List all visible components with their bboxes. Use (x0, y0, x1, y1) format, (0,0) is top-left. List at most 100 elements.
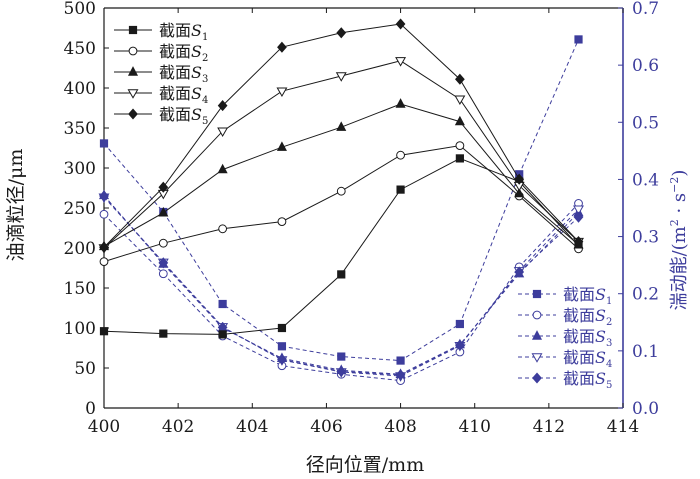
y-axis-right-title-mid: · s (669, 193, 690, 219)
kinetic-energy-legend-label-sub: 2 (606, 317, 612, 328)
kinetic-energy-point-s5 (158, 257, 169, 269)
droplet-size-line-s1 (103, 157, 579, 335)
kinetic-energy-legend-label-sub: 5 (606, 380, 612, 391)
droplet-size-point-s2 (277, 217, 287, 227)
droplet-size-point-s5 (573, 236, 584, 248)
droplet-size-legend-label-sub: 5 (202, 116, 208, 127)
droplet-size-point-s4 (335, 72, 347, 82)
kinetic-energy-point-s1 (396, 356, 405, 365)
y-right-tick-label: 0.0 (632, 399, 659, 419)
droplet-size-legend-label-sub: 4 (202, 95, 208, 106)
y-axis-right-title-main: 湍动能/(m (669, 226, 690, 310)
droplet-size-point-s4 (276, 87, 288, 98)
droplet-size-legend-label-sub: 3 (202, 74, 208, 85)
droplet-size-legend-marker-s1 (128, 25, 138, 35)
droplet-size-point-s1 (159, 329, 168, 338)
droplet-size-legend-label-s: S (191, 105, 202, 124)
droplet-size-point-s3 (217, 163, 228, 174)
y-axis-left-title: 油滴粒径/μm (5, 149, 27, 262)
kinetic-energy-point-s2 (158, 269, 168, 279)
droplet-size-point-s3 (514, 187, 525, 198)
y-right-tick-label: 0.4 (632, 170, 659, 190)
kinetic-energy-point-s5 (336, 365, 347, 377)
kinetic-energy-point-s1 (337, 352, 346, 361)
droplet-size-legend-label-s: S (191, 63, 202, 82)
kinetic-energy-legend-marker-s3 (531, 330, 543, 340)
droplet-size-legend-marker-s2 (128, 46, 138, 56)
kinetic-energy-legend-label-text: 截面 (563, 285, 595, 304)
droplet-size-point-s5 (514, 173, 525, 185)
kinetic-energy-legend-label-text: 截面 (563, 348, 595, 367)
droplet-size-point-s1 (99, 327, 109, 336)
y-axis-right-title-end: ) (669, 170, 690, 177)
y-right-tick-label: 0.7 (632, 0, 659, 19)
y-left-tick-label: 150 (64, 279, 96, 299)
droplet-size-point-s5 (99, 241, 109, 253)
kinetic-energy-point-s1 (455, 319, 464, 329)
droplet-size-point-s2 (158, 238, 168, 248)
kinetic-energy-legend-label-text: 截面 (563, 306, 595, 325)
kinetic-energy-point-s5 (455, 339, 465, 351)
y-left-tick-label: 250 (64, 199, 96, 219)
axes-layer: 400 402 404 406 408 410 412 4140501001502002503… (64, 0, 660, 437)
droplet-size-legend-marker-s4 (127, 89, 139, 99)
y-right-tick-label: 0.5 (632, 113, 659, 133)
y-left-tick-label: 100 (64, 319, 96, 339)
droplet-size-point-s1 (337, 270, 346, 279)
droplet-size-point-s5 (395, 18, 406, 30)
droplet-size-point-s5 (455, 73, 465, 85)
x-tick-label: 400 (88, 417, 120, 437)
droplet-size-legend-marker-s5 (128, 108, 138, 120)
droplet-size-point-s3 (276, 141, 287, 151)
kinetic-energy-legend-label-s2: 截面S2 (563, 306, 612, 328)
droplet-size-point-s3 (336, 121, 347, 131)
x-axis-title: 径向位置/mm (306, 454, 424, 476)
kinetic-energy-legend-label-text: 截面 (563, 369, 595, 388)
droplet-size-point-s2 (99, 257, 109, 267)
y-left-tick-label: 400 (64, 79, 96, 99)
droplet-size-point-s3 (454, 115, 465, 126)
y-right-tick-label: 0.6 (632, 56, 659, 76)
x-tick-label: 404 (236, 417, 268, 437)
droplet-size-point-s1 (277, 323, 287, 333)
kinetic-energy-point-s5 (99, 190, 109, 202)
droplet-size-point-s3 (158, 206, 169, 217)
kinetic-energy-point-s5 (573, 211, 584, 223)
y-left-tick-label: 200 (64, 239, 96, 259)
x-tick-label: 412 (533, 417, 565, 437)
y-left-tick-label: 0 (85, 399, 96, 419)
kinetic-energy-legend-marker-s5 (532, 372, 542, 384)
kinetic-energy-point-s4 (573, 205, 584, 215)
droplet-size-legend-label-s: S (191, 42, 202, 61)
series-layer (98, 18, 584, 385)
droplet-size-point-s1 (455, 154, 464, 163)
droplet-size-point-s3 (395, 98, 406, 108)
kinetic-energy-legend-label-sub: 1 (606, 296, 612, 307)
droplet-size-legend-label-text: 截面 (159, 63, 191, 82)
kinetic-energy-point-s5 (395, 369, 406, 381)
y-left-tick-label: 500 (64, 0, 96, 19)
x-tick-label: 410 (458, 417, 490, 437)
droplet-size-legend-label-s5: 截面S5 (159, 105, 208, 127)
y-right-tick-label: 0.2 (632, 285, 659, 305)
x-tick-label: 414 (607, 417, 639, 437)
droplet-size-point-s2 (396, 150, 405, 160)
y-left-tick-label: 450 (64, 39, 96, 59)
droplet-size-legend-label-text: 截面 (159, 105, 191, 124)
droplet-size-legend-label-s: S (191, 21, 202, 40)
droplet-size-legend-label-sub: 1 (202, 32, 208, 43)
droplet-size-legend-label-s1: 截面S1 (159, 21, 208, 43)
droplet-size-legend-label-s3: 截面S3 (159, 63, 208, 85)
y-left-tick-label: 50 (74, 359, 96, 379)
kinetic-energy-legend-label-sub: 4 (606, 359, 612, 370)
droplet-size-point-s1 (396, 185, 405, 194)
droplet-size-point-s2 (336, 186, 346, 196)
droplet-size-point-s4 (217, 127, 229, 138)
kinetic-energy-legend-label-s: S (595, 285, 606, 304)
kinetic-energy-legend-marker-s1 (532, 289, 542, 299)
droplet-size-point-s4 (395, 57, 407, 67)
droplet-size-point-s1 (218, 330, 227, 339)
droplet-size-legend-label-sub: 2 (202, 53, 208, 64)
